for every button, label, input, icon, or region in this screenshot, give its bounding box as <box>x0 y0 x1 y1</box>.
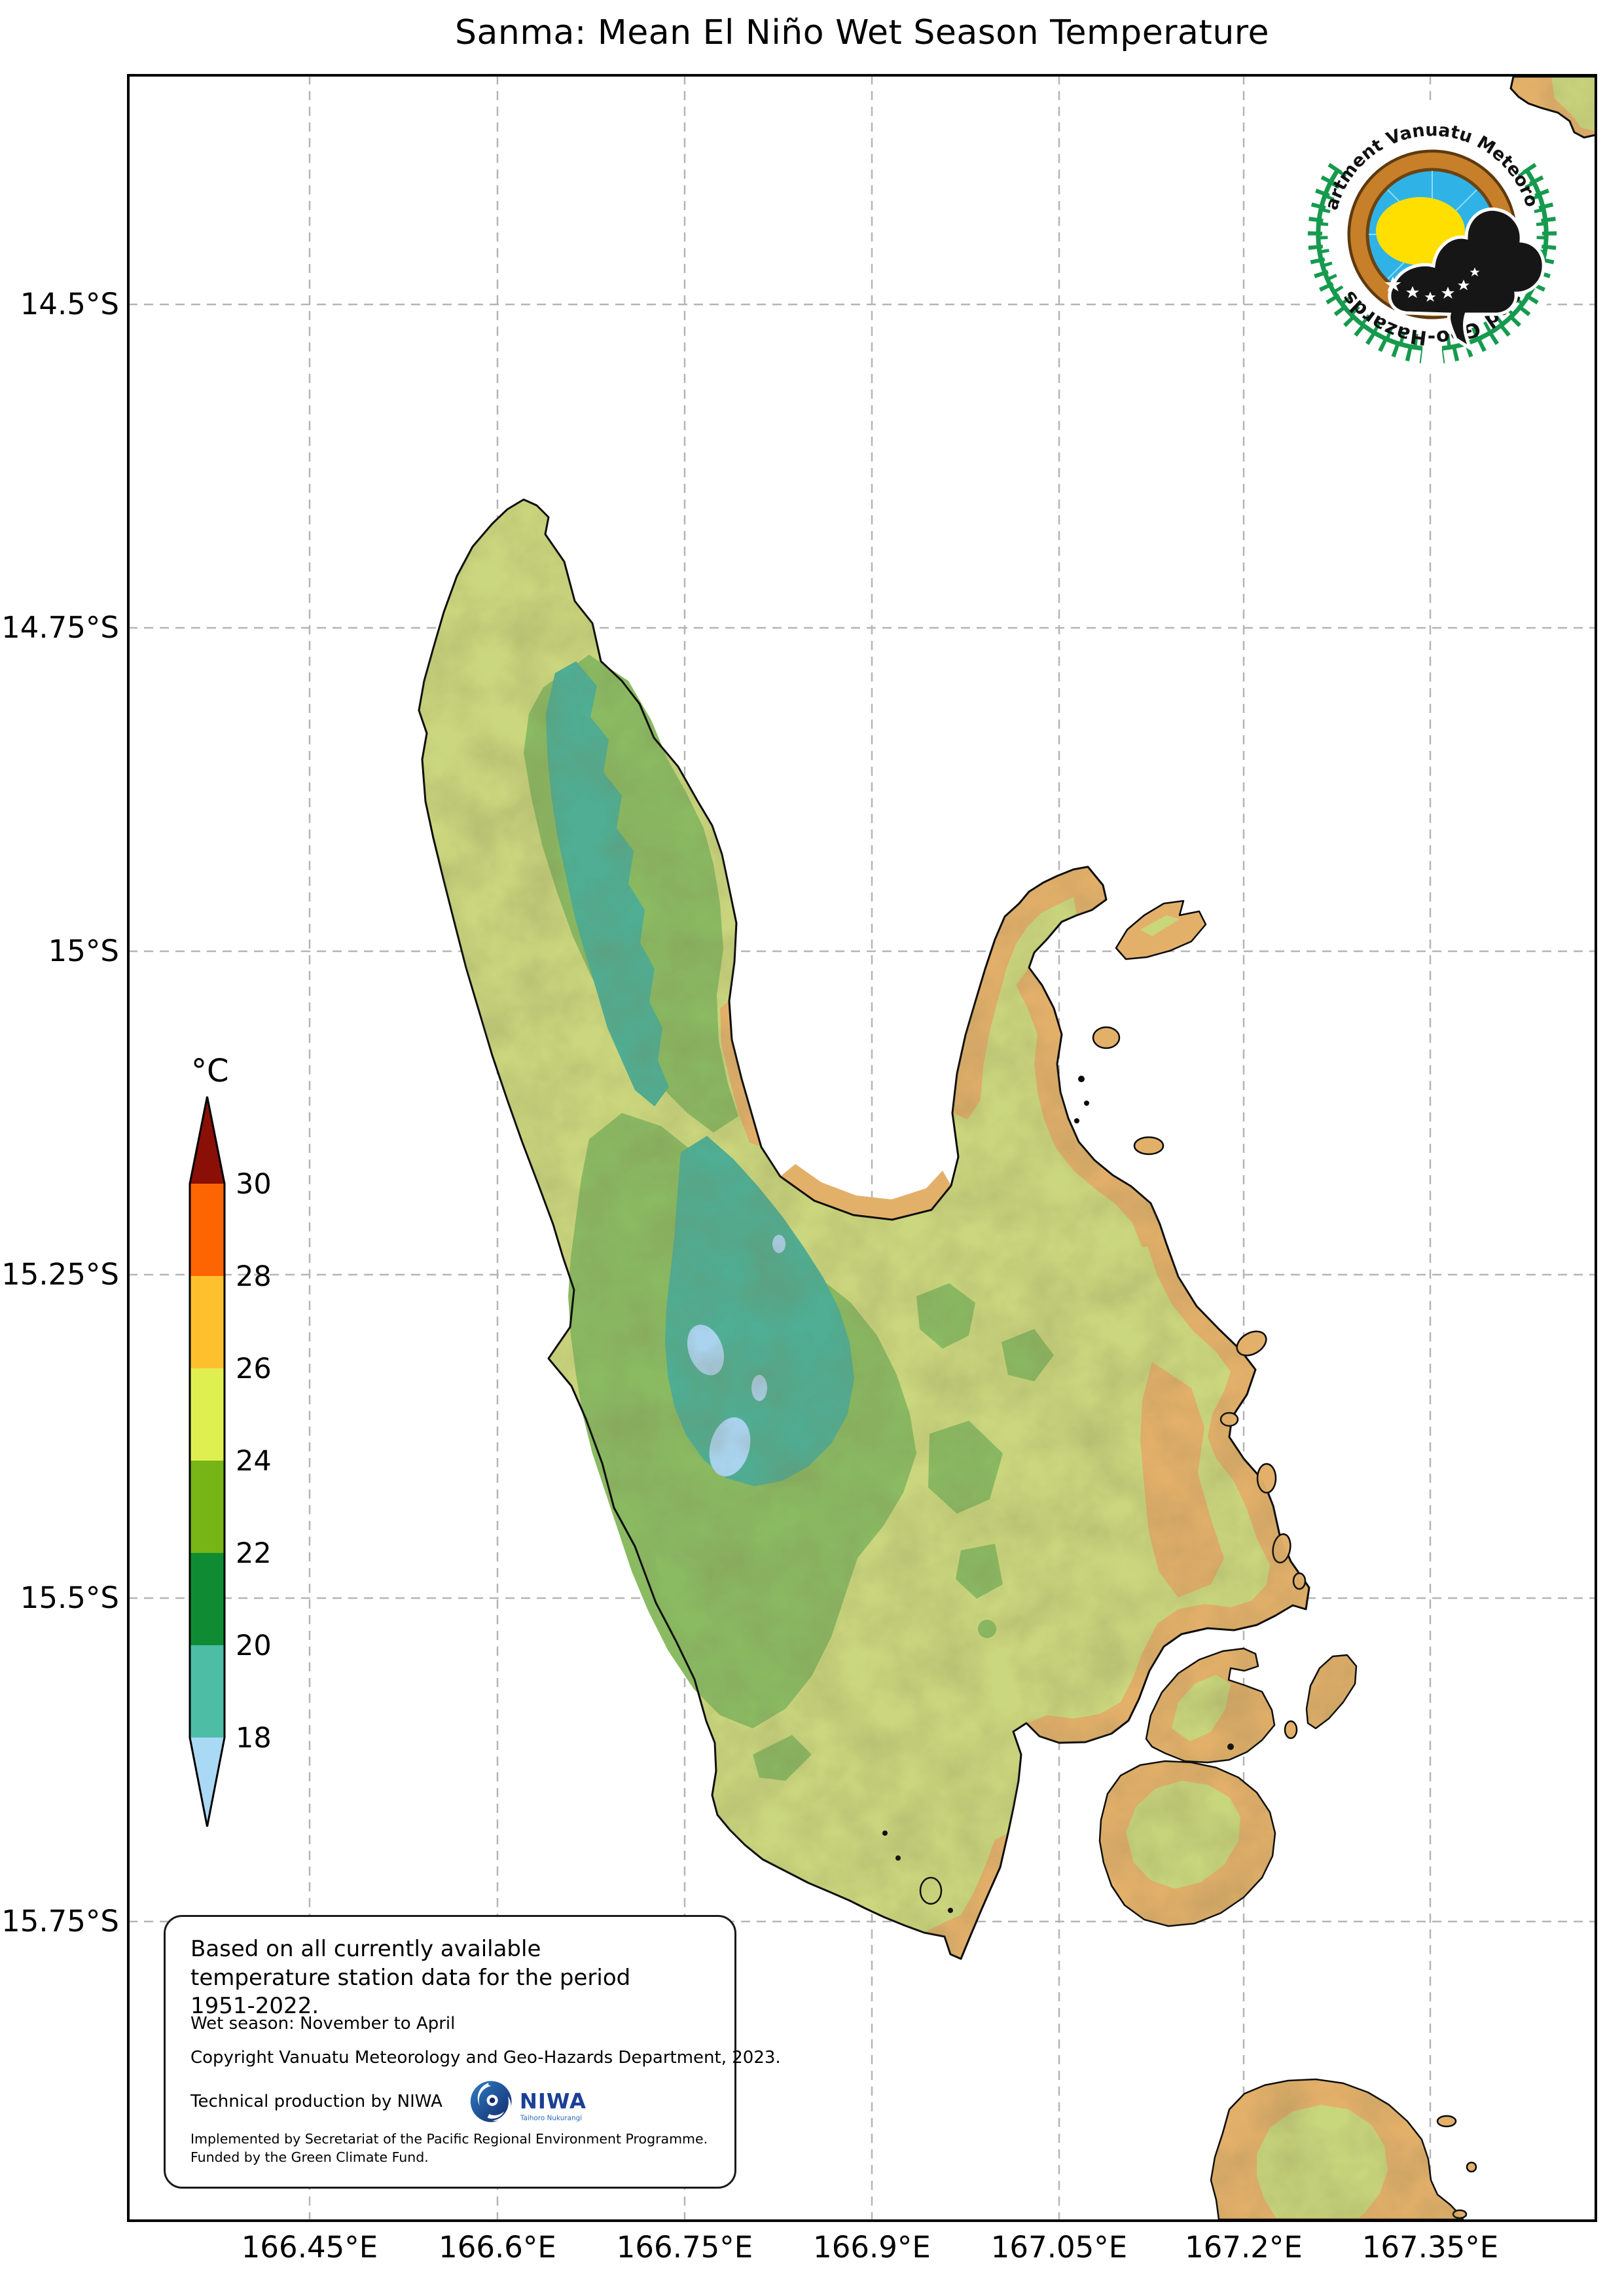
attribution-funded: Funded by the Green Climate Fund. <box>190 2149 429 2165</box>
lat-label-14-75: 14.75°S <box>1 610 119 645</box>
niwa-swirl-arm <box>477 2082 492 2106</box>
lat-label-15-25: 15.25°S <box>1 1257 119 1292</box>
colorbar-tick-18: 18 <box>236 1722 272 1755</box>
attribution-production: Technical production by NIWA <box>190 2092 442 2111</box>
colorbar-band-under18 <box>190 1738 225 1827</box>
attribution-wet-season: Wet season: November to April <box>190 2014 456 2033</box>
colorbar-band-20-22 <box>190 1553 225 1645</box>
lon-label-167-05: 167.05°E <box>990 2230 1128 2265</box>
attribution-implemented: Implemented by Secretariat of the Pacifi… <box>190 2131 708 2147</box>
lon-label-166-45: 166.45°E <box>241 2230 378 2265</box>
colorbar-tick-30: 30 <box>236 1168 272 1201</box>
page-title: Sanma: Mean El Niño Wet Season Temperatu… <box>454 13 1269 52</box>
lat-label-14-5: 14.5°S <box>20 287 119 321</box>
attribution-heading: Based on all currently available tempera… <box>190 1936 631 2020</box>
hillshade-texture <box>128 75 1596 2221</box>
storm-cloud-icon <box>1388 207 1545 353</box>
temperature-colorbar: °C 30 28 26 24 22 20 18 <box>189 1053 272 1827</box>
lon-label-166-75: 166.75°E <box>616 2230 753 2265</box>
vanuatu-meteorology-seal: Department Vanuatu Meteorology and Geo-H… <box>1295 97 1566 369</box>
colorbar-tick-28: 28 <box>236 1260 272 1293</box>
colorbar-band-28-30 <box>190 1184 225 1276</box>
lon-label-167-2: 167.2°E <box>1185 2230 1303 2265</box>
lat-label-15: 15°S <box>48 934 119 968</box>
lon-label-166-9: 166.9°E <box>813 2230 931 2265</box>
lon-label-166-6: 166.6°E <box>439 2230 556 2265</box>
attribution-box: Based on all currently available tempera… <box>164 1915 781 2189</box>
niwa-swirl-eye-core <box>489 2097 496 2104</box>
stars-icon <box>1384 267 1480 302</box>
lat-label-15-5: 15.5°S <box>20 1580 119 1615</box>
colorbar-band-24-26 <box>190 1368 225 1461</box>
niwa-logo: NIWA Taihoro Nukurangi <box>470 2081 586 2123</box>
map-frame <box>127 74 1597 2222</box>
colorbar-tick-26: 26 <box>236 1353 272 1385</box>
lat-label-15-75: 15.75°S <box>1 1904 119 1939</box>
colorbar-band-26-28 <box>190 1276 225 1368</box>
colorbar-band-22-24 <box>190 1461 225 1553</box>
attribution-copyright: Copyright Vanuatu Meteorology and Geo-Ha… <box>190 2048 781 2068</box>
colorbar-tick-22: 22 <box>236 1537 272 1570</box>
lon-label-167-35: 167.35°E <box>1362 2230 1499 2265</box>
colorbar-outline <box>189 1096 226 1827</box>
niwa-wordmark: NIWA <box>520 2088 586 2113</box>
colorbar-band-over30 <box>190 1097 225 1184</box>
niwa-swirl-arm <box>492 2096 511 2121</box>
niwa-tagline: Taihoro Nukurangi <box>520 2115 582 2123</box>
niwa-swirl-arm <box>487 2111 505 2119</box>
attribution-production-row: Technical production by NIWA NIWA Taihor… <box>190 2074 593 2129</box>
colorbar-tick-24: 24 <box>236 1445 272 1478</box>
colorbar-unit-label: °C <box>191 1053 229 1089</box>
colorbar-band-18-20 <box>190 1645 225 1738</box>
colorbar-tick-20: 20 <box>236 1630 272 1662</box>
